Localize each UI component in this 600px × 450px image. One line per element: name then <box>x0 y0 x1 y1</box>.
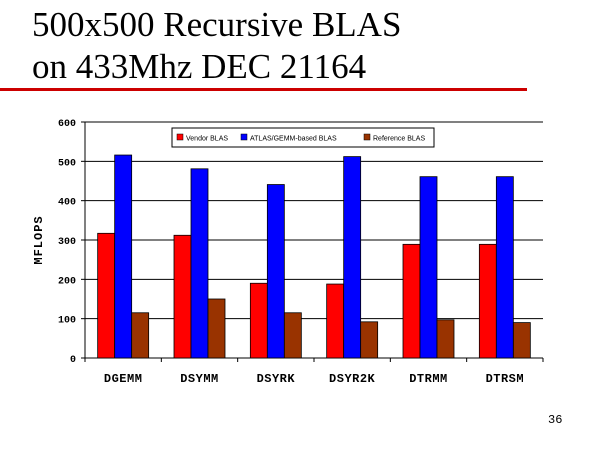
bar-dtrmm-series-3 <box>436 319 455 359</box>
bar-dgemm-series-1 <box>97 232 116 359</box>
y-tick-label: 600 <box>58 119 76 130</box>
slide-title: 500x500 Recursive BLAS on 433Mhz DEC 211… <box>32 4 572 88</box>
bar-dtrmm-series-2 <box>419 176 438 359</box>
legend-swatch-2 <box>240 133 248 141</box>
bar-dgemm-series-3 <box>131 312 150 359</box>
bar-dsyr2k-series-2 <box>343 156 362 359</box>
x-tick-label: DTRMM <box>409 372 448 386</box>
bar-dsymm-series-2 <box>190 168 209 359</box>
bar-dtrsm-series-2 <box>495 176 514 359</box>
x-tick-label: DSYRK <box>257 372 296 386</box>
bar-dsyrk-series-3 <box>283 312 302 359</box>
legend-swatch-3 <box>363 133 371 141</box>
bar-dsyr2k-series-1 <box>326 283 345 359</box>
x-tick-label: DGEMM <box>104 372 143 386</box>
legend-label-2: ATLAS/GEMM-based BLAS <box>250 136 337 143</box>
bar-dtrsm-series-3 <box>512 322 531 359</box>
x-tick-label: DSYR2K <box>329 372 376 386</box>
slide-title-line-1: 500x500 Recursive BLAS <box>32 5 402 44</box>
y-tick-label: 500 <box>58 158 76 169</box>
y-tick-label: 400 <box>58 198 76 209</box>
bar-dtrsm-series-1 <box>478 243 497 359</box>
y-tick-label: 100 <box>58 316 76 327</box>
chart-container: 0 100 200 300 400 500 600 MFLOPS DGEMM DSYMM DSYRK… <box>0 100 600 410</box>
bar-dsyr2k-series-3 <box>360 321 379 359</box>
legend-box <box>171 127 435 148</box>
bar-dtrmm-series-1 <box>402 243 421 359</box>
legend-label-1: Vendor BLAS <box>186 136 228 143</box>
page-number: 36 <box>548 413 563 427</box>
title-rule <box>0 88 527 91</box>
legend-swatch-1 <box>176 133 184 141</box>
slide-title-line-2: on 433Mhz DEC 21164 <box>32 47 367 86</box>
bar-dsyrk-series-2 <box>266 184 285 359</box>
y-tick-label: 200 <box>58 276 76 287</box>
bar-dsymm-series-1 <box>173 234 192 359</box>
bar-dsyrk-series-1 <box>249 282 268 359</box>
y-tick-label: 300 <box>58 237 76 248</box>
y-tick-label: 0 <box>70 355 76 366</box>
x-tick-label: DTRSM <box>486 372 525 386</box>
bar-chart: 0 100 200 300 400 500 600 MFLOPS DGEMM DSYMM DSYRK… <box>32 119 544 386</box>
bar-dsymm-series-3 <box>207 298 226 359</box>
x-tick-label: DSYMM <box>180 372 219 386</box>
legend-label-3: Reference BLAS <box>373 136 425 143</box>
y-axis-label: MFLOPS <box>32 215 46 264</box>
bar-dgemm-series-2 <box>114 154 133 359</box>
